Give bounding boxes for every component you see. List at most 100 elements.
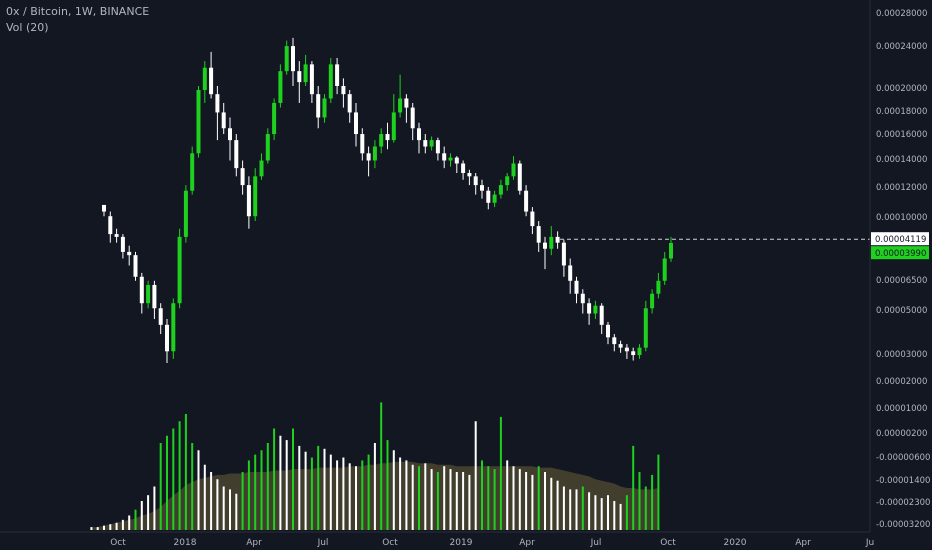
x-tick-label: 2018 bbox=[174, 538, 197, 548]
candle-body bbox=[423, 140, 428, 147]
y-tick-label: 0.00018000 bbox=[876, 107, 927, 117]
volume-bar bbox=[197, 450, 200, 530]
candle-body bbox=[272, 102, 277, 135]
volume-bar bbox=[455, 472, 458, 530]
volume-bar bbox=[499, 416, 502, 530]
volume-bar bbox=[392, 450, 395, 530]
candle-body bbox=[165, 324, 169, 352]
volume-bar bbox=[260, 450, 263, 530]
candle-body bbox=[316, 94, 321, 118]
candle-body bbox=[328, 64, 333, 99]
candle-body bbox=[133, 255, 138, 277]
volume-bar bbox=[443, 466, 446, 530]
candle-body bbox=[284, 46, 289, 72]
candle-body bbox=[530, 211, 535, 227]
volume-legend[interactable]: Vol (20) bbox=[6, 21, 49, 34]
candle-body bbox=[234, 140, 239, 169]
volume-bar bbox=[329, 454, 332, 530]
volume-bar bbox=[222, 486, 225, 530]
candle-body bbox=[265, 134, 270, 161]
volume-bar bbox=[266, 443, 269, 530]
candle-body bbox=[486, 190, 491, 203]
candle-body bbox=[341, 85, 346, 95]
volume-bar bbox=[575, 489, 578, 530]
candle-body bbox=[291, 46, 295, 72]
volume-bar bbox=[241, 472, 244, 530]
candle-body bbox=[196, 90, 201, 154]
x-tick-label: Ju bbox=[865, 538, 874, 548]
volume-bar bbox=[134, 509, 137, 530]
volume-bar bbox=[405, 460, 408, 530]
volume-bar bbox=[147, 495, 150, 530]
volume-bar bbox=[184, 414, 187, 530]
candle-body bbox=[650, 293, 655, 309]
volume-bar bbox=[487, 466, 490, 530]
candle-body bbox=[454, 157, 459, 164]
volume-bar bbox=[178, 421, 181, 530]
candle-body bbox=[253, 176, 258, 217]
volume-bar bbox=[103, 525, 105, 530]
volume-bar bbox=[550, 477, 553, 530]
candle-body bbox=[335, 64, 340, 86]
volume-bar bbox=[506, 460, 509, 530]
volume-bar bbox=[380, 402, 383, 530]
x-tick-label: 2020 bbox=[724, 538, 747, 548]
volume-bar bbox=[607, 495, 609, 530]
volume-bar bbox=[140, 501, 143, 530]
candle-body bbox=[631, 351, 636, 356]
candle-body bbox=[354, 112, 358, 135]
volume-bar bbox=[474, 421, 477, 530]
candle-body bbox=[492, 194, 497, 203]
candle-body bbox=[599, 305, 604, 325]
candle-body bbox=[114, 234, 119, 237]
candle-body bbox=[505, 176, 510, 186]
y-tick-label: 0.00001000 bbox=[876, 404, 927, 414]
candle-body bbox=[624, 347, 629, 352]
volume-bar bbox=[367, 454, 370, 530]
candle-body bbox=[448, 157, 453, 161]
x-tick-label: 2019 bbox=[450, 538, 473, 548]
candle-body bbox=[480, 185, 484, 191]
volume-bar bbox=[581, 486, 584, 530]
volume-bar bbox=[430, 469, 433, 530]
candle-body bbox=[574, 280, 579, 294]
time-axis[interactable]: Oct 2018 Apr Jul Oct 2019 Apr Jul Oct 2020 Apr Ju bbox=[110, 538, 874, 548]
volume-bar bbox=[569, 489, 572, 530]
volume-bar bbox=[216, 479, 219, 530]
candle-body bbox=[549, 236, 554, 249]
volume-bar bbox=[298, 445, 301, 530]
price-tags: 0.00004119 0.00003990 bbox=[871, 232, 929, 260]
x-tick-label: Oct bbox=[382, 538, 398, 548]
volume-bar bbox=[317, 445, 320, 530]
volume-bar bbox=[644, 486, 647, 530]
y-tick-label: 0.00020000 bbox=[876, 84, 927, 94]
volume-bars bbox=[90, 402, 660, 530]
candle-body bbox=[612, 337, 617, 345]
candle-body bbox=[461, 163, 466, 173]
volume-bar bbox=[247, 460, 250, 530]
volume-bar bbox=[600, 498, 603, 530]
symbol-legend[interactable]: 0x / Bitcoin, 1W, BINANCE bbox=[6, 5, 150, 18]
volume-bar bbox=[336, 460, 339, 530]
candle-body bbox=[429, 140, 434, 147]
x-tick-label: Apr bbox=[246, 538, 262, 548]
volume-tick-label: -0.00002300 bbox=[876, 498, 930, 508]
volume-bar bbox=[304, 451, 307, 530]
volume-bar bbox=[235, 493, 238, 530]
volume-bar bbox=[531, 474, 534, 530]
candle-body bbox=[643, 308, 648, 348]
y-tick-label: 0.00002000 bbox=[876, 377, 927, 387]
volume-tick-label: -0.00003200 bbox=[876, 520, 930, 530]
candle-body bbox=[139, 276, 144, 304]
candle-body bbox=[108, 216, 113, 235]
y-tick-label: 0.00006500 bbox=[876, 276, 927, 286]
volume-bar bbox=[109, 524, 112, 530]
volume-bar bbox=[518, 469, 521, 530]
candle-body bbox=[190, 153, 195, 191]
volume-bar bbox=[342, 457, 345, 530]
candle-body bbox=[183, 190, 188, 237]
volume-bar bbox=[229, 489, 231, 530]
volume-bar bbox=[210, 472, 213, 530]
